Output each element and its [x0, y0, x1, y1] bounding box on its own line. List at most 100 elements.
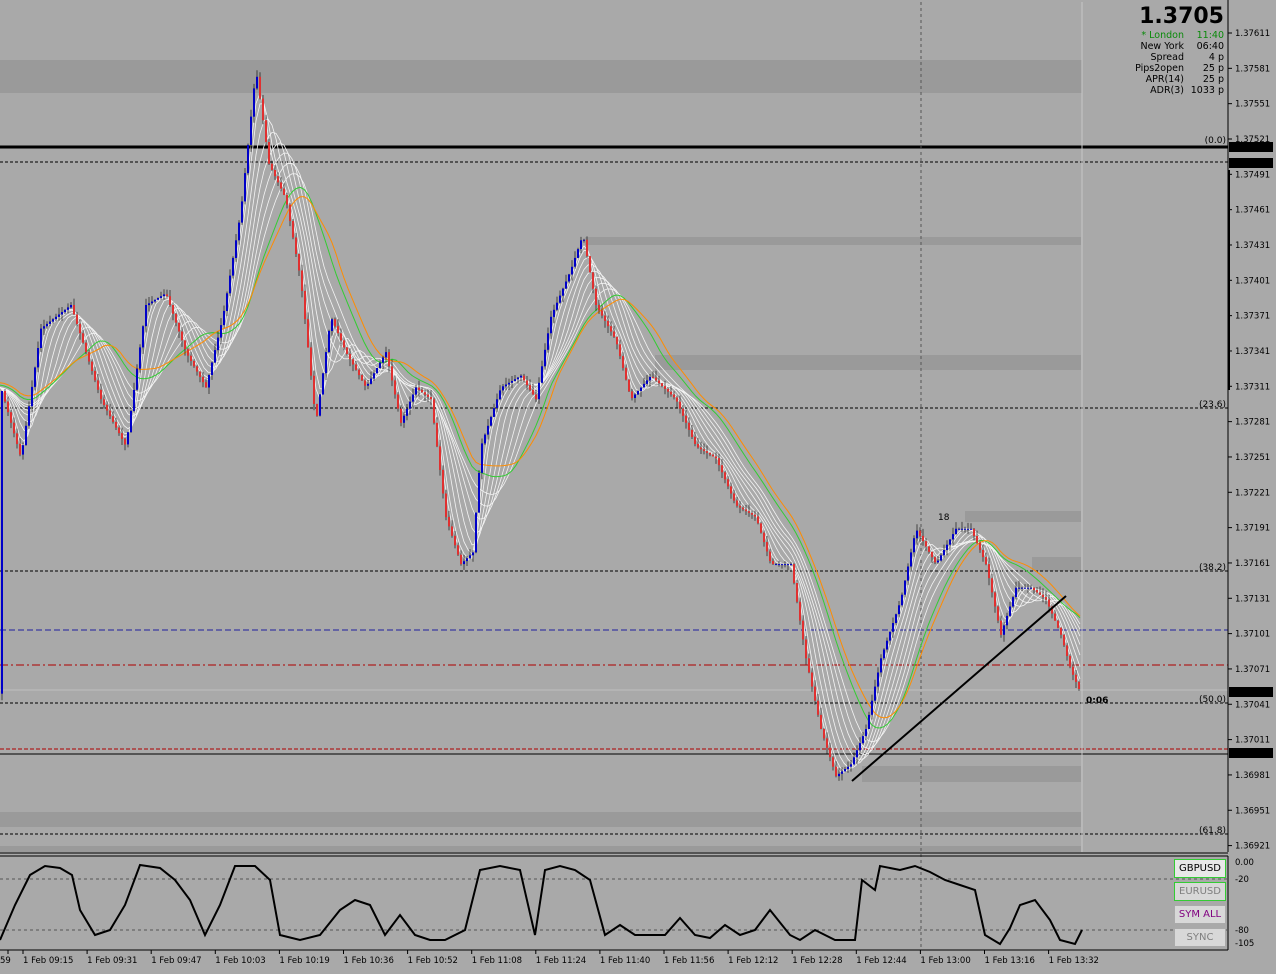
candle-bear	[769, 551, 771, 561]
candle-bear	[451, 526, 453, 536]
info-row: ADR(3) 1033 p	[1135, 85, 1224, 96]
info-value: 25 p	[1202, 74, 1224, 85]
candle-bear	[676, 397, 678, 402]
candle-bull	[25, 425, 27, 446]
info-value: 11:40	[1196, 30, 1224, 41]
candle-bull	[463, 561, 465, 565]
candle-bull	[784, 564, 786, 566]
zone-rect	[0, 812, 1081, 827]
candle-bull	[547, 333, 549, 350]
candle-bull	[385, 352, 387, 358]
candle-bull	[22, 445, 24, 455]
candle-bear	[793, 564, 795, 583]
price-tag-label: 1.37000	[1233, 749, 1268, 759]
candle-bear	[457, 545, 459, 555]
oscillator-tick-labels: 0.00 -20 -80 -105	[1235, 858, 1254, 949]
candle-bull	[28, 406, 30, 426]
candle-bear	[391, 366, 393, 381]
candle-bull	[892, 623, 894, 632]
candle-bull	[952, 534, 954, 540]
candle-bear	[295, 237, 297, 254]
candle-bull	[208, 375, 210, 388]
candle-bear	[358, 369, 360, 376]
candle-bear	[274, 170, 276, 177]
price-tick-label: 1.37581	[1235, 64, 1270, 74]
candle-bear	[1063, 634, 1065, 646]
price-tag-label: 1.37500	[1233, 159, 1268, 169]
candle-bull	[514, 379, 516, 381]
candle-bull	[163, 294, 165, 297]
candle-bear	[706, 451, 708, 453]
candle-bear	[718, 458, 720, 466]
candle-bull	[328, 330, 330, 353]
candle-bear	[334, 319, 336, 327]
candle-bear	[178, 322, 180, 332]
candle-bull	[481, 443, 483, 473]
bar-count-label: 18	[938, 513, 950, 523]
candle-bear	[757, 516, 759, 524]
symbol-button-sym-all[interactable]: SYM ALL	[1174, 905, 1226, 924]
candle-bear	[187, 349, 189, 356]
candle-bull	[415, 387, 417, 395]
candle-bull	[559, 295, 561, 303]
candle-bear	[343, 340, 345, 348]
info-row: APR(14) 25 p	[1135, 74, 1224, 85]
time-tick-label: 1 Feb 09:47	[151, 956, 201, 966]
ma-line-orange	[0, 196, 1081, 719]
candle-bear	[436, 422, 438, 447]
candle-bear	[286, 194, 288, 205]
candle-bear	[979, 542, 981, 550]
candle-bear	[625, 367, 627, 380]
candle-bear	[355, 364, 357, 370]
candle-bear	[934, 557, 936, 563]
candle-bull	[43, 326, 45, 329]
symbol-button-sync[interactable]: SYNC	[1174, 928, 1226, 947]
candle-bull	[949, 539, 951, 545]
info-value: 06:40	[1196, 41, 1224, 52]
candle-bear	[661, 383, 663, 386]
candle-bear	[592, 272, 594, 289]
symbol-button-eurusd[interactable]: EURUSD	[1174, 882, 1226, 901]
candle-bull	[856, 750, 858, 758]
candle-bear	[448, 517, 450, 527]
candle-bull	[649, 376, 651, 381]
candle-bear	[439, 446, 441, 470]
candle-bear	[1033, 587, 1035, 591]
time-tick-label: 59	[0, 956, 11, 966]
candle-bull	[67, 307, 69, 310]
symbol-button-gbpusd[interactable]: GBPUSD	[1174, 859, 1226, 878]
candle-bull	[1003, 625, 1005, 635]
price-tick-label: 1.37371	[1235, 312, 1270, 322]
info-key: APR(14)	[1145, 74, 1184, 85]
zone-rect	[0, 846, 1081, 852]
candle-bear	[601, 310, 603, 316]
candle-bear	[799, 601, 801, 621]
candle-bear	[199, 371, 201, 377]
candle-bear	[595, 288, 597, 305]
candle-bear	[751, 512, 753, 515]
info-key: * London	[1141, 30, 1184, 41]
candle-bull	[775, 564, 777, 566]
candle-bull	[34, 367, 36, 387]
candle-bull	[955, 528, 957, 535]
candle-bull	[160, 296, 162, 298]
candle-bear	[94, 371, 96, 381]
candle-bear	[421, 389, 423, 393]
candle-bear	[700, 447, 702, 450]
candle-bull	[886, 640, 888, 650]
price-tick-label: 1.37221	[1235, 488, 1270, 498]
candle-bull	[214, 350, 216, 363]
trendline[interactable]	[851, 595, 1067, 782]
candle-bull	[865, 729, 867, 737]
candle-bear	[1036, 590, 1038, 593]
fibonacci-levels: (0.0) (23.6) (38.2) (50.0) (61.8)	[1199, 136, 1226, 836]
oscillator-tick-label: -80	[1235, 926, 1249, 936]
candle-bull	[157, 298, 159, 300]
candle-bear	[73, 305, 75, 315]
candle-bull	[505, 384, 507, 387]
candle-bear	[613, 331, 615, 337]
candle-bear	[292, 221, 294, 238]
candle-bull	[862, 736, 864, 744]
candle-bull	[493, 408, 495, 417]
